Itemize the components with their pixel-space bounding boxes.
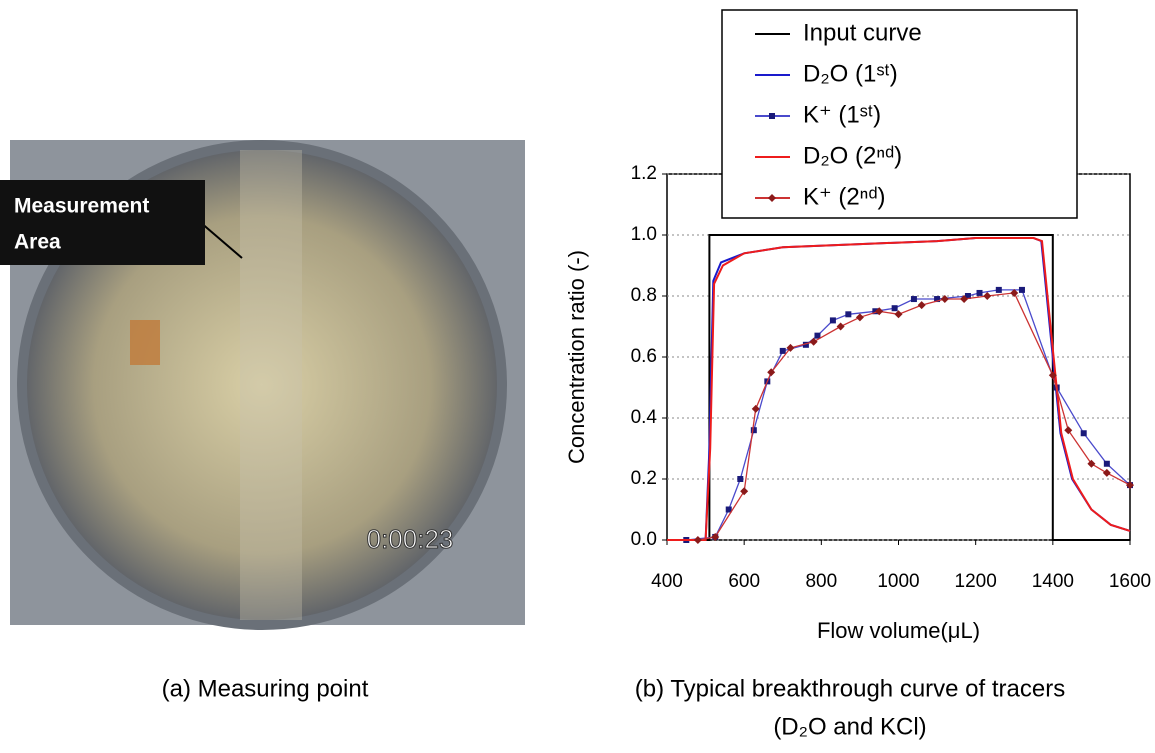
marker — [767, 368, 776, 377]
marker — [809, 337, 818, 346]
photo: Measurement Area 0:00:23 — [0, 140, 525, 630]
photo-label: Area — [14, 231, 61, 254]
marker — [940, 295, 949, 304]
marker — [693, 536, 702, 544]
marker — [1010, 288, 1019, 297]
timestamp: 0:00:23 — [367, 524, 454, 554]
x-tick-label: 1400 — [1032, 571, 1074, 592]
marker — [976, 289, 983, 296]
marker — [1126, 481, 1134, 490]
pointer — [199, 221, 243, 259]
y-tick-label: 0.0 — [631, 529, 657, 550]
y-axis-label: Concentration ratio (-) — [564, 250, 589, 464]
x-tick-label: 1000 — [877, 571, 919, 592]
legend-label: K⁺ (2ⁿᵈ) — [803, 183, 886, 210]
legend-marker — [769, 113, 775, 119]
x-axis-label: Flow volume(μL) — [817, 618, 980, 643]
marker — [829, 317, 836, 324]
marker — [1102, 468, 1111, 477]
legend-marker — [768, 194, 776, 202]
marker — [891, 305, 898, 312]
marker — [855, 313, 864, 322]
caption: (a) Measuring point — [162, 675, 369, 702]
x-tick-label: 800 — [805, 571, 837, 592]
marker — [740, 487, 749, 496]
marker — [836, 322, 845, 331]
y-tick-label: 0.6 — [631, 346, 657, 367]
marker — [964, 293, 971, 299]
y-tick-label: 1.2 — [631, 163, 657, 184]
y-tick-label: 1.0 — [631, 224, 657, 245]
marker — [750, 427, 757, 434]
x-tick-label: 1200 — [955, 571, 997, 592]
marker — [845, 311, 852, 318]
y-tick-label: 0.4 — [631, 407, 658, 428]
marker — [875, 307, 884, 316]
particle — [130, 320, 160, 365]
marker — [894, 310, 903, 319]
marker — [1087, 459, 1096, 468]
marker — [779, 347, 786, 354]
marker — [1080, 430, 1087, 437]
photo-label: Measurement — [14, 195, 149, 218]
marker — [983, 292, 992, 300]
marker — [725, 506, 732, 513]
marker — [917, 301, 926, 310]
label-box — [0, 180, 205, 265]
legend — [721, 9, 1078, 219]
marker — [960, 295, 969, 304]
marker — [802, 341, 809, 348]
marker — [1064, 426, 1073, 435]
marker — [1048, 371, 1057, 380]
x-tick-label: 400 — [651, 571, 683, 592]
y-tick-label: 0.8 — [631, 285, 657, 306]
marker — [934, 296, 941, 303]
legend-label: Input curve — [803, 19, 922, 46]
marker — [737, 476, 744, 482]
y-tick-label: 0.2 — [631, 468, 657, 489]
marker — [995, 286, 1002, 293]
legend-label: K⁺ (1ˢᵗ) — [803, 101, 881, 128]
series-line — [667, 237, 1131, 541]
chart: 0.0 0.2 0.4 0.6 0.8 1.0 1.2 400 600 800 1000 1200 14… — [564, 9, 1151, 643]
marker — [910, 296, 917, 303]
marker — [814, 332, 821, 339]
legend-label: D₂O (1ˢᵗ) — [803, 60, 898, 87]
marker — [711, 532, 720, 541]
legend-label: D₂O (2ⁿᵈ) — [803, 142, 902, 169]
caption: (b) Typical breakthrough curve of tracer… — [635, 675, 1065, 702]
measurement-strip — [240, 150, 302, 620]
marker — [1018, 286, 1025, 293]
marker — [786, 343, 795, 352]
x-tick-label: 1600 — [1109, 571, 1151, 592]
marker — [1103, 460, 1110, 467]
x-tick-label: 600 — [728, 571, 760, 592]
marker — [751, 404, 760, 413]
caption: (D₂O and KCl) — [773, 713, 926, 740]
